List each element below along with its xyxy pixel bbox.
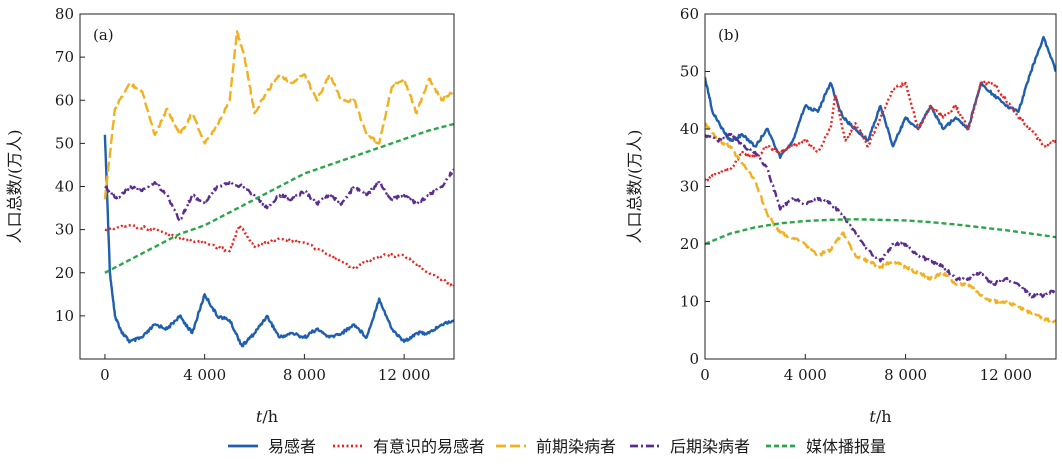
y-tick-label: 30: [55, 221, 74, 239]
series-line-1: [705, 35, 1056, 159]
y-axis-label: 人口总数/(万人): [625, 130, 644, 244]
x-tick-label: 0: [100, 366, 110, 384]
series-line-3: [705, 122, 1056, 324]
legend-item: 有意识的易感者: [333, 437, 485, 456]
x-tick-label: 12 000: [980, 366, 1033, 384]
x-tick-label: 0: [700, 366, 710, 384]
panel-label: (b): [718, 26, 739, 44]
legend-label: 媒体播报量: [806, 437, 886, 456]
series-line-2: [104, 223, 454, 287]
y-tick-label: 0: [689, 350, 699, 368]
panel-label: (a): [93, 26, 114, 44]
y-axis-label: 人口总数/(万人): [5, 130, 24, 244]
panel-b: 0 10 20 30 40 50 60 0 4 000 8 000 12 000 (b) t/h 人口总数…: [625, 5, 1057, 426]
y-tick-label: 50: [55, 134, 74, 152]
series-line-1: [103, 134, 454, 348]
y-tick-label: 10: [55, 307, 74, 325]
y-tick-label: 10: [680, 293, 699, 311]
series-line-5: [705, 218, 1056, 246]
y-tick-label: 80: [55, 5, 74, 23]
series-line-2: [705, 80, 1056, 182]
legend-item: 易感者: [228, 437, 316, 456]
legend-label: 有意识的易感者: [373, 437, 485, 456]
y-tick-label: 20: [680, 235, 699, 253]
series-line-3: [103, 30, 454, 200]
x-axis-label: t/h: [256, 407, 278, 426]
y-tick-label: 20: [55, 264, 74, 282]
series-group: [705, 35, 1056, 324]
x-axis-label: t/h: [869, 407, 891, 426]
legend-label: 后期染病者: [670, 437, 750, 456]
y-tick-label: 50: [680, 63, 699, 81]
x-tick-label: 12 000: [378, 366, 431, 384]
series-group: [103, 30, 454, 348]
legend-item: 媒体播报量: [766, 437, 886, 456]
legend-item: 后期染病者: [630, 437, 750, 456]
legend-label: 易感者: [268, 437, 316, 456]
x-tick-label: 8 000: [884, 366, 927, 384]
y-tick-label: 30: [680, 178, 699, 196]
x-tick-label: 4 000: [183, 366, 226, 384]
legend-label: 前期染病者: [536, 437, 616, 456]
series-line-5: [104, 122, 454, 274]
legend-item: 前期染病者: [496, 437, 616, 456]
y-tick-label: 70: [55, 48, 74, 66]
y-tick-label: 60: [680, 5, 699, 23]
x-tick-label: 8 000: [283, 366, 326, 384]
series-line-4: [104, 168, 454, 223]
series-line-4: [705, 132, 1056, 299]
panel-a: 10 20 30 40 50 60 70 80 0 4 000 8 000 12 000 (a) t/h 人…: [5, 5, 455, 426]
x-tick-label: 4 000: [784, 366, 827, 384]
plot-frame: [79, 13, 455, 360]
y-tick-label: 40: [55, 178, 74, 196]
legend: 易感者 有意识的易感者 前期染病者 后期染病者 媒体播报量: [228, 437, 886, 456]
y-tick-label: 60: [55, 91, 74, 109]
y-tick-label: 40: [680, 120, 699, 138]
